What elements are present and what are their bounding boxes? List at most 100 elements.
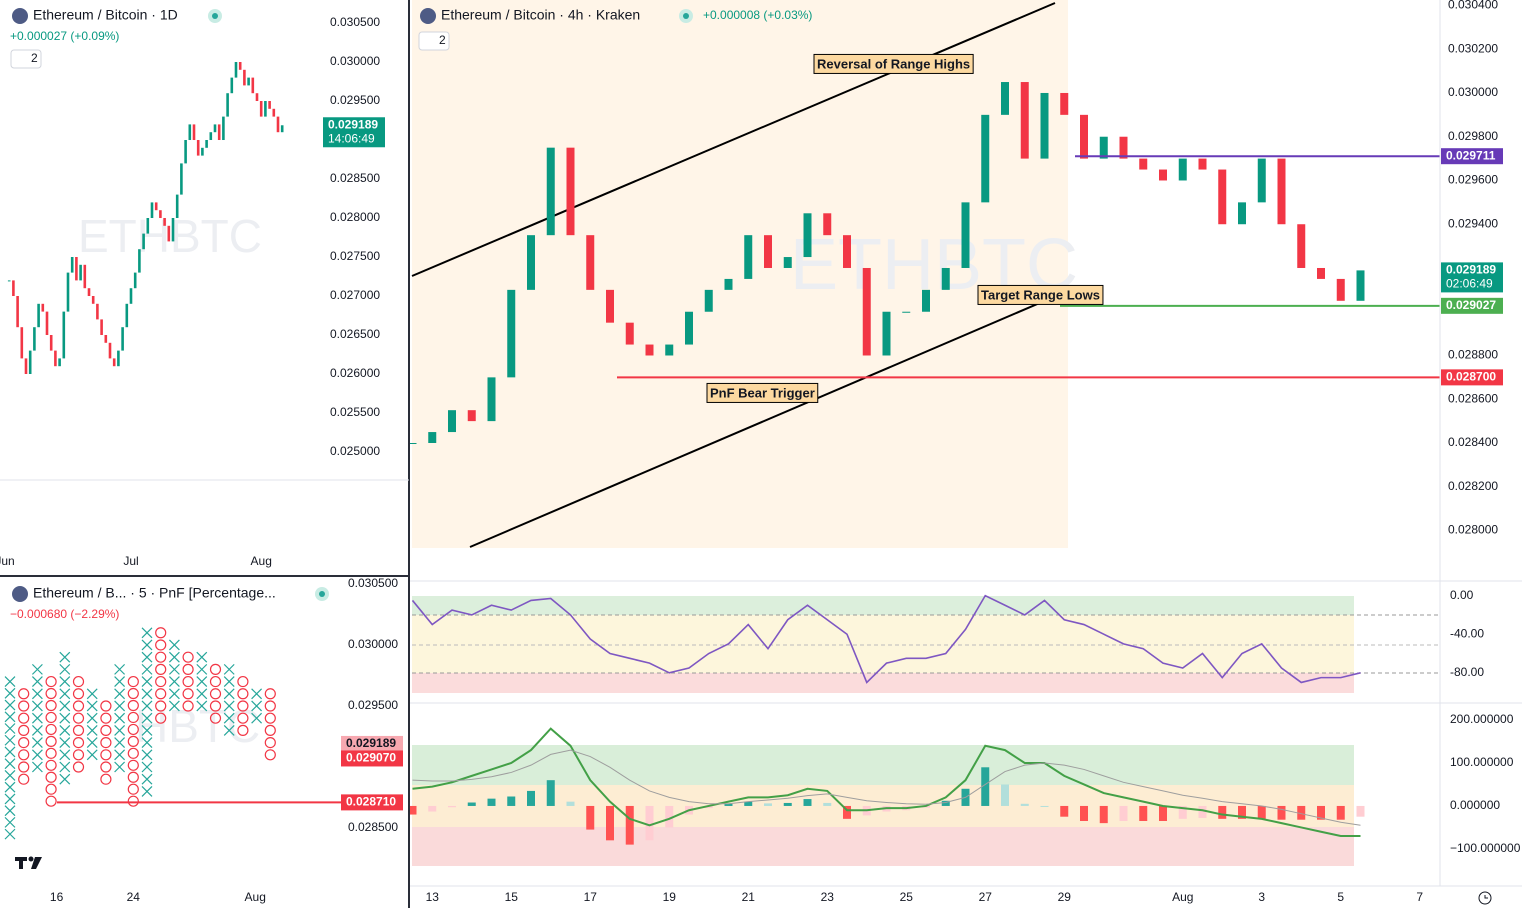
histogram-bar <box>843 805 851 819</box>
candle <box>117 350 120 367</box>
x-column <box>196 651 208 712</box>
layout-button[interactable] <box>10 49 42 69</box>
x-box <box>4 723 16 734</box>
candle <box>1119 136 1128 159</box>
countdown: 14:06:49 <box>328 131 375 145</box>
candle <box>1139 158 1148 170</box>
histogram-bar <box>606 805 614 841</box>
o-box <box>264 736 276 749</box>
x-box <box>4 687 16 699</box>
candle <box>96 303 99 320</box>
candle <box>20 327 24 359</box>
change: +0.000008 (+0.03%) <box>703 8 812 22</box>
o-box <box>72 700 85 712</box>
x-box <box>141 773 153 785</box>
histogram-bar <box>1139 805 1148 821</box>
candle <box>586 235 595 290</box>
x-box <box>59 688 71 700</box>
candle <box>104 335 108 343</box>
candle <box>213 124 217 133</box>
x-box <box>141 700 153 712</box>
candle <box>546 147 555 236</box>
x-tick-label: 23 <box>821 890 835 904</box>
candle <box>625 322 634 345</box>
layout-count[interactable]: 2 <box>439 33 446 47</box>
histogram-bar <box>586 805 595 830</box>
candle <box>188 124 192 141</box>
o-box <box>182 663 194 675</box>
price-label: 0.029711 <box>1446 148 1496 162</box>
candle <box>62 311 66 359</box>
y-tick-label: 0.030500 <box>330 15 380 29</box>
price-label: 0.029189 <box>346 736 396 750</box>
candle <box>1020 82 1029 159</box>
x-box <box>31 737 43 749</box>
y-tick-label: 0.028600 <box>1448 391 1498 405</box>
x-box <box>59 651 71 663</box>
candle <box>882 311 891 356</box>
histogram-bar <box>1198 805 1207 818</box>
layout-button[interactable] <box>418 31 450 51</box>
settings-clock[interactable] <box>1478 891 1492 905</box>
o-box <box>45 723 57 736</box>
o-box <box>72 675 85 688</box>
x-box <box>114 688 126 700</box>
x-box <box>223 724 235 736</box>
o-box <box>127 711 139 724</box>
candle <box>272 108 276 117</box>
layout-count[interactable]: 2 <box>31 51 38 65</box>
candle <box>238 62 242 70</box>
price-label-box <box>323 117 385 148</box>
x-column <box>59 651 71 785</box>
candle <box>1080 114 1088 159</box>
candle <box>79 264 82 281</box>
candle <box>280 125 284 133</box>
price-label: 0.028710 <box>346 795 396 809</box>
macd-lower-zone <box>412 827 1354 866</box>
o-box <box>100 773 112 785</box>
candle <box>83 264 87 289</box>
price-label: 0.029070 <box>346 751 396 765</box>
x-box <box>168 663 180 675</box>
candle <box>33 327 36 351</box>
x-box <box>141 676 153 688</box>
x-tick-label: 17 <box>584 890 598 904</box>
x-column <box>223 663 235 736</box>
o-box <box>45 735 57 747</box>
x-column <box>114 663 126 773</box>
x-box <box>31 700 43 712</box>
price-label-box <box>1441 297 1503 314</box>
o-box <box>100 724 112 736</box>
candle <box>133 272 137 289</box>
y-tick-label: 0.029500 <box>348 698 398 712</box>
x-tick-label: Jun <box>0 554 15 568</box>
price-label: 0.029027 <box>1446 298 1496 312</box>
y-tick-label: 0.030200 <box>1448 41 1498 55</box>
y-tick-label: 0.030500 <box>348 576 398 590</box>
candle <box>744 235 753 279</box>
range-box <box>412 0 1068 548</box>
candle <box>142 233 145 250</box>
candle <box>606 289 614 323</box>
o-box <box>209 700 222 712</box>
o-box <box>45 795 57 807</box>
x-box <box>114 700 126 712</box>
o-box <box>45 711 57 724</box>
o-column <box>100 700 112 785</box>
histogram-bar <box>981 767 990 806</box>
histogram-bar <box>1238 805 1246 819</box>
candle <box>724 278 733 290</box>
price-label-box <box>341 735 403 752</box>
y-tick-label: 0.025000 <box>330 444 380 458</box>
x-tick-label: 27 <box>979 890 993 904</box>
x-tick-label: 15 <box>505 890 519 904</box>
candle <box>1198 158 1207 170</box>
x-box <box>196 688 208 700</box>
o-box <box>127 687 139 700</box>
x-box <box>4 770 16 781</box>
tradingview-logo[interactable] <box>15 856 42 870</box>
candle <box>487 377 496 422</box>
channel-line <box>469 289 1071 548</box>
o-box <box>127 723 139 736</box>
